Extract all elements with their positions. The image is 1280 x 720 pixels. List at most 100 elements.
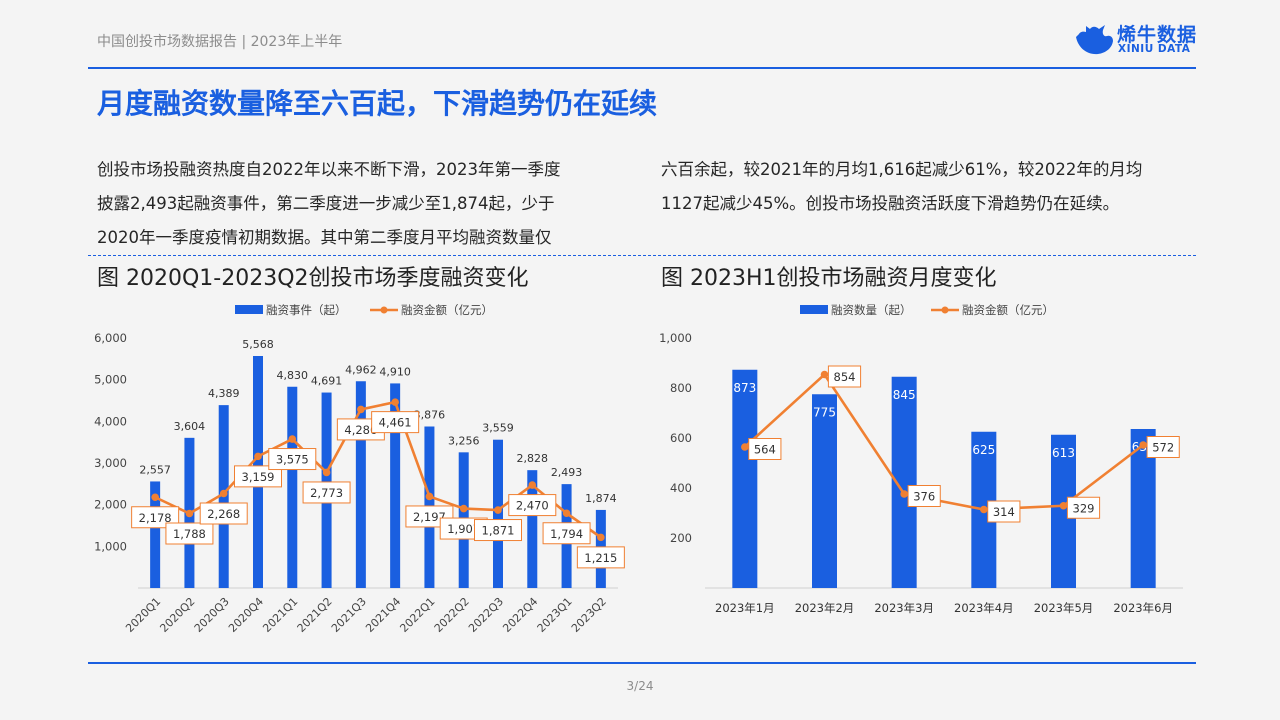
line-value-label: 1,871	[482, 524, 515, 538]
bar-value-label: 1,874	[585, 492, 617, 505]
bar-value-label: 4,691	[311, 375, 343, 388]
legend-line-marker	[941, 306, 949, 314]
bar-value-label: 3,559	[482, 422, 514, 435]
x-tick-label: 2023年5月	[1034, 601, 1094, 615]
legend-bar-swatch	[800, 305, 828, 314]
x-tick-label: 2020Q2	[157, 595, 197, 635]
x-tick-label: 2020Q4	[226, 595, 266, 635]
bar	[355, 381, 366, 588]
x-tick-label: 2021Q3	[329, 595, 369, 635]
line-point	[185, 509, 194, 518]
body-line: 2020年一季度疫情初期数据。其中第二季度月平均融资数量仅	[97, 228, 552, 247]
bar-value-label: 613	[1052, 446, 1075, 460]
line-point	[288, 435, 297, 443]
line-label-box	[1066, 496, 1101, 519]
line-label-box	[907, 485, 941, 507]
legend-line-label: 融资金额（亿元）	[962, 303, 1054, 317]
x-tick-label: 2023年1月	[715, 601, 775, 615]
line-label-box	[165, 522, 214, 545]
bar-value-label: 3,876	[414, 409, 446, 422]
line-label-box	[302, 481, 351, 504]
bar	[527, 470, 538, 588]
line-value-label: 2,178	[139, 511, 172, 525]
body-paragraph-right: 六百余起，较2021年的月均1,616起减少61%，较2022年的月均 1127…	[661, 153, 1201, 221]
report-title: 中国创投市场数据报告 | 2023年上半年	[97, 34, 343, 50]
logo-english-text: XINIU DATA	[1118, 43, 1191, 55]
line-point	[151, 493, 159, 502]
xiniu-logo: 烯牛数据 XINIU DATA	[1074, 21, 1199, 57]
legend-bar-label: 融资事件（起）	[266, 303, 347, 317]
bar-value-label: 4,962	[345, 363, 377, 376]
line-value-label: 854	[834, 370, 856, 384]
line-point	[459, 504, 468, 513]
line-label-box	[827, 365, 862, 388]
x-tick-label: 2021Q2	[295, 595, 335, 635]
header-divider	[88, 67, 1196, 69]
y-tick-label: 400	[670, 481, 692, 495]
line-value-label: 314	[993, 505, 1015, 519]
line-point	[528, 481, 537, 489]
x-tick-label: 2023年2月	[795, 601, 855, 615]
bar-value-label: 625	[972, 443, 995, 457]
bar	[732, 369, 758, 588]
x-tick-label: 2020Q3	[192, 595, 232, 635]
line-point	[1139, 441, 1147, 449]
footer-divider	[88, 662, 1196, 664]
page-number: 3/24	[626, 679, 654, 693]
line-label-box	[268, 448, 317, 471]
line-label-box	[576, 546, 625, 569]
y-tick-label: 800	[670, 381, 692, 395]
line-value-label: 4,461	[379, 416, 412, 430]
line-label-box	[199, 502, 248, 525]
line-value-label: 3,575	[276, 453, 309, 467]
line-value-label: 4,286	[344, 423, 377, 437]
x-tick-label: 2023Q1	[535, 595, 575, 635]
bar-value-label: 4,910	[379, 365, 411, 378]
legend-bar-swatch	[235, 305, 263, 314]
line-point	[1059, 501, 1068, 510]
x-tick-label: 2023年4月	[954, 601, 1014, 615]
line-label-box	[234, 465, 282, 488]
line-point	[322, 468, 331, 477]
line-label-box	[508, 494, 557, 517]
body-line: 六百余起，较2021年的月均1,616起减少61%，较2022年的月均	[661, 160, 1143, 179]
y-tick-label: 200	[670, 531, 692, 545]
line-point	[254, 452, 262, 461]
bar-value-label: 2,557	[139, 463, 171, 476]
legend-line-marker	[380, 306, 388, 314]
line-value-label: 3,159	[242, 470, 275, 484]
line-value-label: 1,788	[173, 527, 206, 541]
bar-value-label: 775	[813, 405, 836, 419]
line-point	[562, 509, 571, 518]
bar-value-label: 4,389	[208, 387, 240, 400]
y-tick-label: 2,000	[94, 498, 127, 512]
bar-value-label: 4,830	[277, 369, 309, 382]
body-paragraph-left: 创投市场投融资热度自2022年以来不断下滑，2023年第一季度 披露2,493起…	[97, 153, 637, 255]
bar-value-label: 2,828	[517, 452, 549, 465]
line-label-box	[748, 438, 782, 460]
line-value-label: 1,215	[584, 551, 617, 565]
line-series	[743, 373, 1144, 511]
page-title: 月度融资数量降至六百起，下滑趋势仍在延续	[97, 87, 658, 120]
x-tick-label: 2023Q2	[569, 595, 609, 635]
line-point	[820, 370, 829, 379]
bar	[493, 439, 503, 588]
y-tick-label: 5,000	[94, 373, 127, 387]
quarterly-financing-chart: 融资事件（起） 融资金额（亿元） 1,000 2,000 3,000 4,000 5,000…	[94, 303, 625, 635]
line-point	[357, 405, 365, 414]
line-point	[425, 492, 434, 501]
line-value-label: 2,268	[207, 507, 240, 521]
y-tick-label: 3,000	[94, 456, 127, 470]
quarterly-chart-title: 图 2020Q1-2023Q2创投市场季度融资变化	[97, 266, 529, 291]
line-value-label: 572	[1152, 441, 1174, 455]
monthly-chart-title: 图 2023H1创投市场融资月度变化	[661, 266, 997, 291]
line-label-box	[474, 519, 522, 542]
line-point	[219, 489, 228, 498]
line-value-label: 2,197	[413, 510, 446, 524]
body-line: 创投市场投融资热度自2022年以来不断下滑，2023年第一季度	[97, 160, 561, 179]
line-series	[154, 400, 602, 539]
line-value-label: 564	[754, 443, 776, 457]
x-tick-label: 2023年3月	[874, 601, 934, 615]
monthly-financing-chart: 融资数量（起） 融资金额（亿元） 200 400 600 800 1,000 873 775 84…	[659, 303, 1183, 615]
line-value-label: 2,470	[516, 499, 549, 513]
